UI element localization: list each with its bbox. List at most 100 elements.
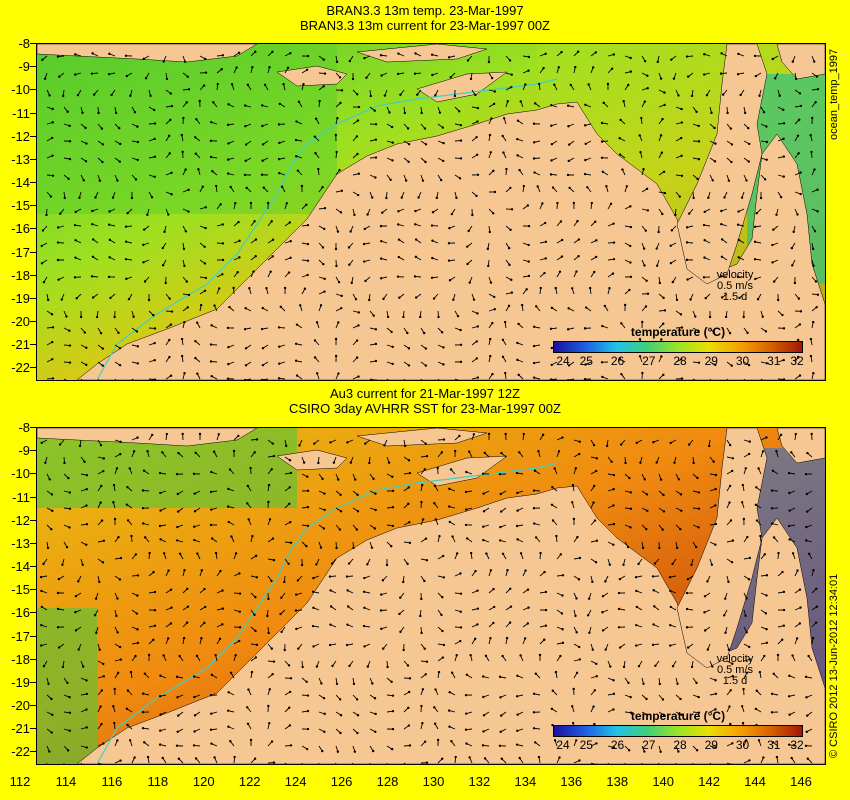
current-arrows: [40, 50, 820, 380]
current-arrow-head: [730, 364, 733, 367]
current-arrow-head: [284, 444, 288, 448]
current-arrow-head: [68, 526, 71, 529]
current-arrow-head: [78, 196, 81, 199]
current-arrow-head: [85, 346, 88, 349]
current-arrow-head: [266, 614, 269, 618]
current-arrow-head: [423, 127, 427, 130]
colorbar-tick-label: 30: [735, 738, 750, 752]
current-arrow-head: [414, 255, 418, 259]
longitude-tick-label: 122: [238, 774, 261, 789]
current-arrow-head: [158, 743, 162, 746]
current-arrow-head: [559, 654, 562, 658]
current-arrow-head: [618, 577, 622, 581]
current-arrow-head: [612, 473, 616, 477]
current-arrow-head: [296, 579, 300, 582]
current-arrow-head: [42, 562, 45, 566]
current-arrow-head: [476, 106, 480, 110]
current-arrow-head: [146, 213, 149, 216]
current-arrow-head: [272, 558, 276, 562]
current-arrow-head: [167, 569, 170, 572]
current-arrow-head: [162, 552, 166, 555]
current-arrow-head: [809, 337, 813, 341]
current-arrow-head: [601, 611, 604, 614]
current-arrow-head: [464, 490, 468, 494]
current-arrow-head: [654, 664, 657, 667]
current-arrow-head: [690, 563, 693, 567]
current-arrow-head: [637, 562, 640, 566]
current-arrow-head: [413, 72, 417, 75]
current-arrow-head: [482, 492, 485, 495]
current-arrow-head: [219, 569, 222, 573]
current-arrow-head: [619, 443, 623, 446]
current-arrow-head: [101, 561, 105, 564]
current-arrow-head: [126, 485, 129, 489]
current-arrow-head: [83, 331, 87, 334]
current-arrow-head: [678, 195, 681, 198]
current-arrow-head: [742, 315, 745, 319]
current-arrow-head: [250, 670, 254, 674]
latitude-tick-mark: [30, 519, 36, 521]
current-arrow-head: [194, 152, 197, 155]
current-arrow-head: [268, 721, 271, 725]
current-arrow-head: [765, 158, 768, 162]
current-arrow-head: [476, 607, 480, 610]
current-arrow-head: [644, 305, 648, 308]
current-arrow-head: [543, 271, 546, 275]
current-arrow-head: [710, 563, 714, 566]
current-arrow-head: [510, 73, 513, 76]
current-arrow-head: [776, 298, 780, 302]
current-arrow-head: [288, 221, 292, 224]
current-arrow-head: [180, 133, 184, 137]
current-arrow-head: [295, 155, 298, 158]
current-arrow-head: [442, 643, 446, 647]
current-arrow-head: [738, 296, 741, 300]
current-arrow-head: [611, 272, 615, 275]
current-arrow-head: [730, 469, 734, 473]
latitude-tick-mark: [30, 681, 36, 683]
current-arrow-head: [357, 105, 361, 109]
current-arrow-head: [200, 569, 204, 572]
current-arrow-head: [150, 433, 154, 437]
current-arrow-head: [788, 491, 791, 495]
current-arrow-head: [50, 313, 54, 316]
current-arrow-head: [178, 654, 181, 658]
current-arrow-head: [141, 506, 145, 510]
current-arrow-head: [270, 220, 273, 223]
current-arrow-head: [210, 673, 214, 677]
current-arrow-head: [363, 645, 366, 648]
current-arrow-head: [798, 622, 802, 625]
current-arrow-head: [263, 83, 267, 86]
current-arrow-head: [99, 331, 103, 335]
current-arrow-head: [743, 111, 747, 115]
current-arrow-head: [68, 695, 71, 699]
current-arrow-head: [98, 179, 102, 182]
current-arrow-head: [524, 83, 527, 86]
current-arrow-head: [628, 288, 631, 292]
current-arrow-head: [125, 277, 128, 281]
current-arrow-head: [781, 313, 784, 317]
current-arrow-head: [346, 605, 350, 608]
current-arrow: [80, 762, 83, 764]
current-arrow-head: [574, 65, 577, 69]
isobath-line: [96, 78, 558, 380]
current-arrow-head: [321, 185, 324, 189]
current-arrow-head: [687, 443, 691, 446]
current-arrow-head: [136, 436, 139, 439]
current-arrow-head: [185, 280, 189, 283]
current-arrow-head: [687, 75, 690, 78]
current-arrow-head: [748, 645, 751, 649]
current-arrow-head: [306, 524, 310, 528]
current-arrow-head: [407, 347, 411, 350]
current-arrow-head: [135, 612, 139, 615]
current-arrow-head: [617, 607, 621, 611]
current-arrow-head: [474, 93, 477, 97]
current-arrow-head: [170, 192, 173, 196]
current-arrow-head: [421, 518, 425, 521]
current-arrow-head: [322, 697, 326, 700]
current-arrow-head: [337, 372, 340, 375]
current-arrow-head: [807, 552, 811, 555]
current-arrow-head: [728, 484, 732, 488]
current-arrow-head: [534, 102, 537, 105]
current-arrow-head: [102, 539, 106, 542]
current-arrow-head: [117, 535, 120, 539]
